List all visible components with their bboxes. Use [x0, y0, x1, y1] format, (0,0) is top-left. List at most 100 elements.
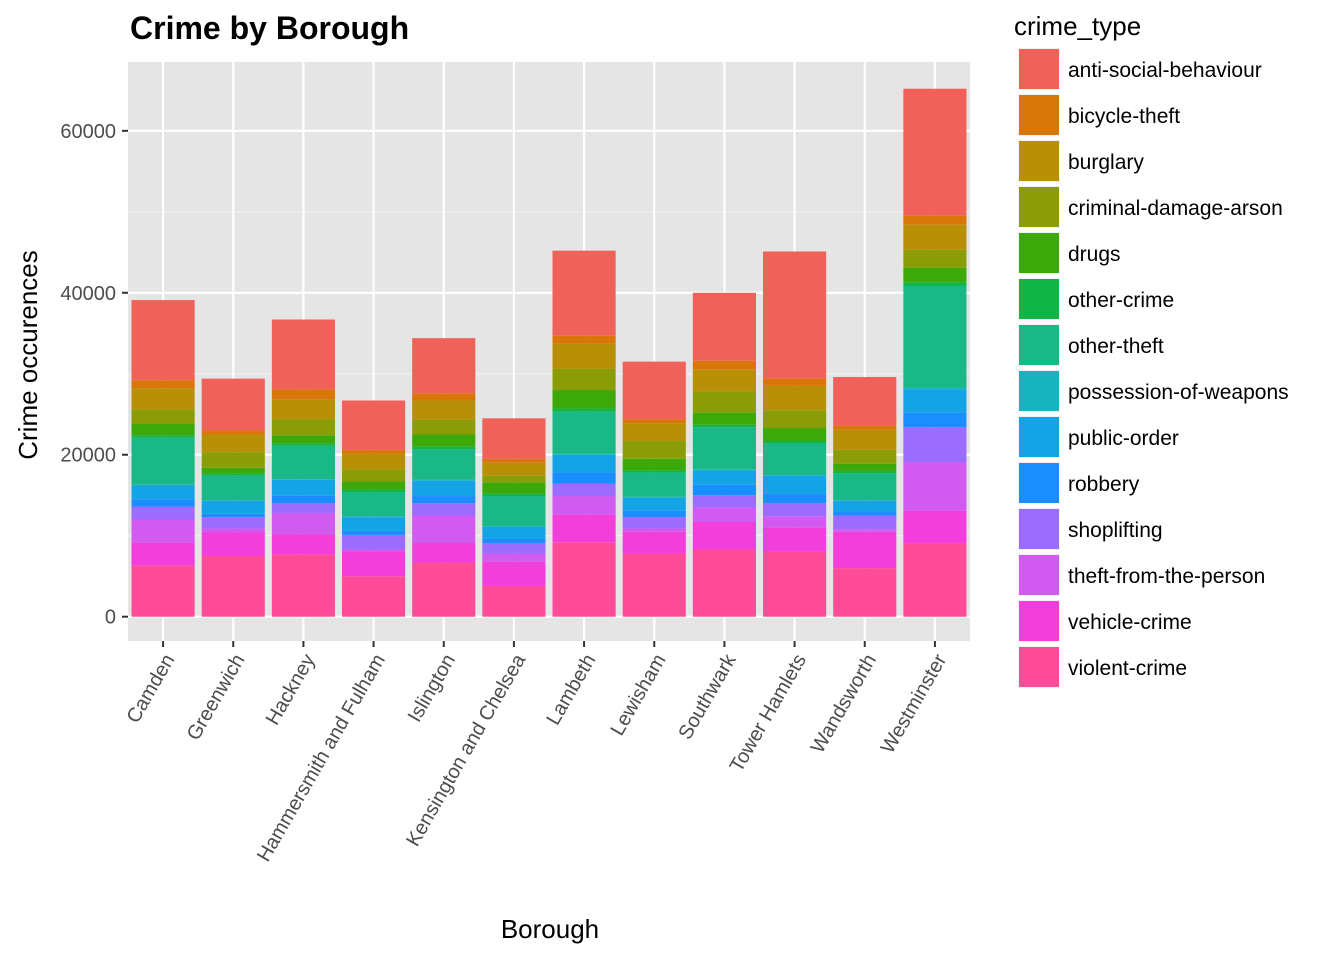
bar-segment-public-order — [552, 454, 616, 473]
bar-segment-shoplifting — [482, 543, 546, 554]
bar-segment-vehicle-crime — [833, 531, 897, 569]
bar-segment-violent-crime — [482, 585, 546, 617]
bar-segment-robbery — [342, 530, 406, 535]
legend-label: robbery — [1068, 473, 1140, 496]
bar-segment-shoplifting — [692, 495, 756, 508]
x-tick-label: Islington — [404, 651, 460, 727]
bar-segment-possession-of-weapons — [271, 479, 335, 480]
bar-stack — [552, 250, 616, 617]
bar-segment-anti-social-behaviour — [412, 338, 476, 394]
bar-segment-violent-crime — [342, 576, 406, 617]
legend-item: theft-from-the-person — [1018, 554, 1265, 596]
legend-swatch — [1019, 141, 1059, 181]
bar-segment-burglary — [131, 388, 195, 410]
bar-segment-burglary — [622, 423, 686, 441]
legend-item: robbery — [1018, 462, 1140, 504]
plot-panel — [128, 62, 970, 641]
bar-segment-other-crime — [833, 470, 897, 474]
bar-segment-possession-of-weapons — [552, 453, 616, 455]
legend-label: public-order — [1068, 427, 1179, 450]
x-tick-label: Kensington and Chelsea — [402, 650, 530, 851]
bar-segment-theft-from-the-person — [903, 462, 967, 511]
legend-label: drugs — [1068, 243, 1121, 266]
bar-segment-theft-from-the-person — [552, 496, 616, 515]
bar-segment-shoplifting — [833, 515, 897, 530]
bar-segment-other-crime — [903, 282, 967, 286]
bar-segment-bicycle-theft — [201, 430, 265, 435]
legend-label: other-crime — [1068, 289, 1174, 312]
legend-title: crime_type — [1014, 11, 1141, 41]
bar-segment-anti-social-behaviour — [692, 292, 756, 361]
bar-segment-robbery — [903, 412, 967, 428]
bar-segment-public-order — [201, 500, 265, 514]
legend-swatch — [1019, 647, 1059, 687]
bar-stack — [482, 418, 546, 617]
bar-segment-other-crime — [763, 440, 827, 444]
bar-segment-theft-from-the-person — [833, 529, 897, 532]
bar-segment-shoplifting — [131, 506, 195, 520]
bar-segment-criminal-damage-arson — [903, 249, 967, 268]
bar-segment-other-theft — [763, 443, 827, 475]
bar-segment-violent-crime — [833, 568, 897, 617]
legend-item: possession-of-weapons — [1018, 370, 1289, 412]
bar-segment-violent-crime — [903, 543, 967, 617]
x-tick-label: Lambeth — [542, 651, 600, 729]
bar-segment-vehicle-crime — [692, 521, 756, 550]
bar-segment-vehicle-crime — [903, 510, 967, 544]
bar-segment-drugs — [763, 428, 827, 441]
bar-segment-criminal-damage-arson — [622, 440, 686, 459]
legend-label: other-theft — [1068, 335, 1164, 358]
bar-segment-criminal-damage-arson — [763, 410, 827, 429]
bar-segment-public-order — [622, 497, 686, 511]
bar-segment-possession-of-weapons — [622, 496, 686, 498]
bar-segment-drugs — [412, 434, 476, 447]
bar-segment-drugs — [131, 423, 195, 436]
bar-segment-other-theft — [903, 285, 967, 388]
bar-segment-bicycle-theft — [692, 360, 756, 370]
bar-segment-theft-from-the-person — [412, 515, 476, 544]
bar-segment-robbery — [412, 496, 476, 504]
y-axis: 0 20000 40000 60000 — [60, 121, 128, 629]
y-tick-label: 0 — [105, 607, 116, 629]
bars — [131, 88, 967, 617]
x-tick-label: Tower Hamlets — [726, 651, 811, 777]
bar-segment-possession-of-weapons — [763, 474, 827, 476]
bar-segment-public-order — [482, 526, 546, 539]
bar-segment-criminal-damage-arson — [412, 419, 476, 435]
bar-segment-theft-from-the-person — [763, 516, 827, 528]
bar-segment-vehicle-crime — [412, 543, 476, 563]
bar-segment-vehicle-crime — [763, 527, 827, 552]
bar-segment-violent-crime — [201, 555, 265, 617]
bar-segment-robbery — [763, 493, 827, 504]
bar-segment-violent-crime — [622, 553, 686, 617]
bar-segment-shoplifting — [412, 503, 476, 516]
bar-segment-bicycle-theft — [763, 378, 827, 386]
bar-segment-anti-social-behaviour — [903, 88, 967, 216]
legend-item: public-order — [1018, 416, 1179, 458]
bar-segment-vehicle-crime — [201, 532, 265, 556]
bar-stack — [622, 361, 686, 617]
bar-segment-public-order — [692, 470, 756, 485]
x-tick-label: Greenwich — [183, 651, 250, 745]
bar-segment-other-theft — [622, 472, 686, 497]
x-tick-label: Lewisham — [607, 651, 671, 740]
bar-segment-criminal-damage-arson — [201, 452, 265, 468]
legend-swatch — [1019, 509, 1059, 549]
bar-segment-possession-of-weapons — [201, 500, 265, 501]
bar-segment-robbery — [131, 499, 195, 507]
x-tick-label: Wandsworth — [807, 651, 881, 758]
legend-item: shoplifting — [1018, 508, 1163, 550]
bar-segment-bicycle-theft — [903, 215, 967, 225]
bar-stack — [412, 338, 476, 617]
y-tick-label: 60000 — [60, 121, 116, 143]
bar-stack — [692, 292, 756, 617]
legend-item: burglary — [1018, 140, 1144, 182]
y-axis-title: Crime occurences — [13, 250, 43, 460]
bar-segment-other-crime — [412, 446, 476, 450]
legend-label: shoplifting — [1068, 519, 1163, 542]
bar-segment-other-crime — [201, 473, 265, 476]
bar-segment-bicycle-theft — [131, 380, 195, 389]
bar-segment-public-order — [903, 389, 967, 413]
bar-segment-shoplifting — [342, 534, 406, 550]
